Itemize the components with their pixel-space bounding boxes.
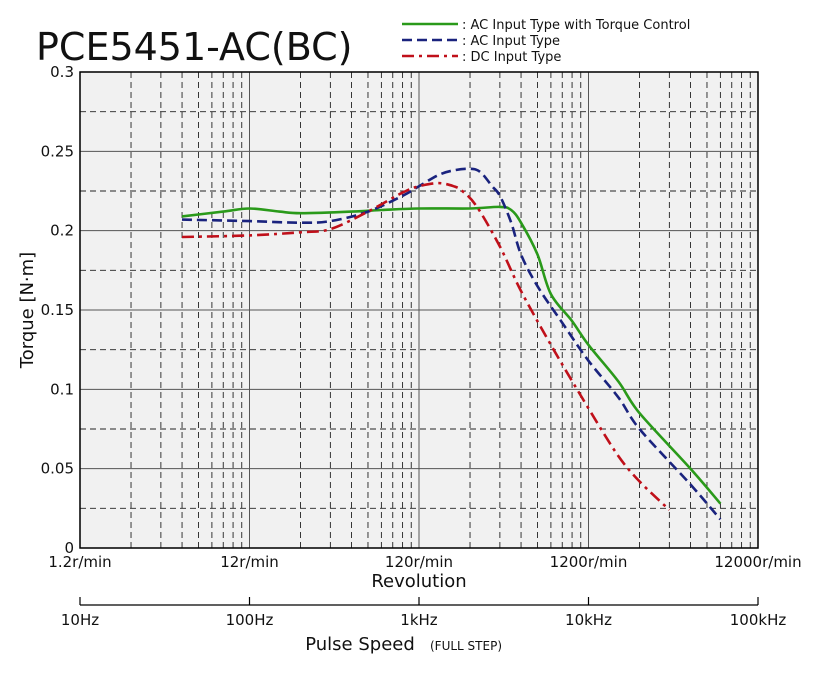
y-tick-label: 0.05 [41,460,74,478]
pulse-tick-label: 10kHz [565,611,612,629]
pulse-axis-title: Pulse Speed [305,634,415,655]
revolution-tick-label: 120r/min [385,553,453,571]
revolution-tick-labels: 1.2r/min 12r/min 120r/min 1200r/min 12000r/m… [48,553,801,571]
y-tick-label: 0 [64,539,74,557]
series-line-3 [181,181,671,511]
pulse-tick-label: 100Hz [226,611,274,629]
revolution-tick-label: 1.2r/min [48,553,111,571]
pulse-tick-label: 100kHz [730,611,787,629]
pulse-axis-note: (FULL STEP) [430,639,502,653]
y-tick-label: 0.3 [50,63,74,81]
pulse-tick-label: 1kHz [400,611,438,629]
revolution-tick-label: 1200r/min [550,553,628,571]
y-tick-label: 0.2 [50,222,74,240]
pulse-tick-label: 10Hz [61,611,99,629]
legend-label-3: : DC Input Type [462,50,561,65]
revolution-tick-label: 12000r/min [714,553,801,571]
revolution-tick-label: 12r/min [220,553,279,571]
plot-border [79,71,759,549]
legend-label-1: : AC Input Type with Torque Control [462,18,690,33]
y-tick-labels: 0 0.05 0.1 0.15 0.2 0.25 0.3 [41,63,74,557]
y-tick-label: 0.15 [41,301,74,319]
legend: : AC Input Type with Torque Control: AC … [402,18,690,65]
legend-label-2: : AC Input Type [462,34,560,49]
y-axis-title: Torque [N·m] [17,252,38,369]
chart-title: PCE5451-AC(BC) [36,25,353,69]
y-tick-label: 0.1 [50,380,74,398]
series-lines [181,167,722,521]
grid-lines [80,72,758,548]
series-line-2 [181,167,722,521]
pulse-speed-tick-labels: 10Hz 100Hz 1kHz 10kHz 100kHz [61,597,786,629]
series-line-1 [181,205,722,505]
y-tick-label: 0.25 [41,142,74,160]
revolution-axis-title: Revolution [371,571,466,592]
